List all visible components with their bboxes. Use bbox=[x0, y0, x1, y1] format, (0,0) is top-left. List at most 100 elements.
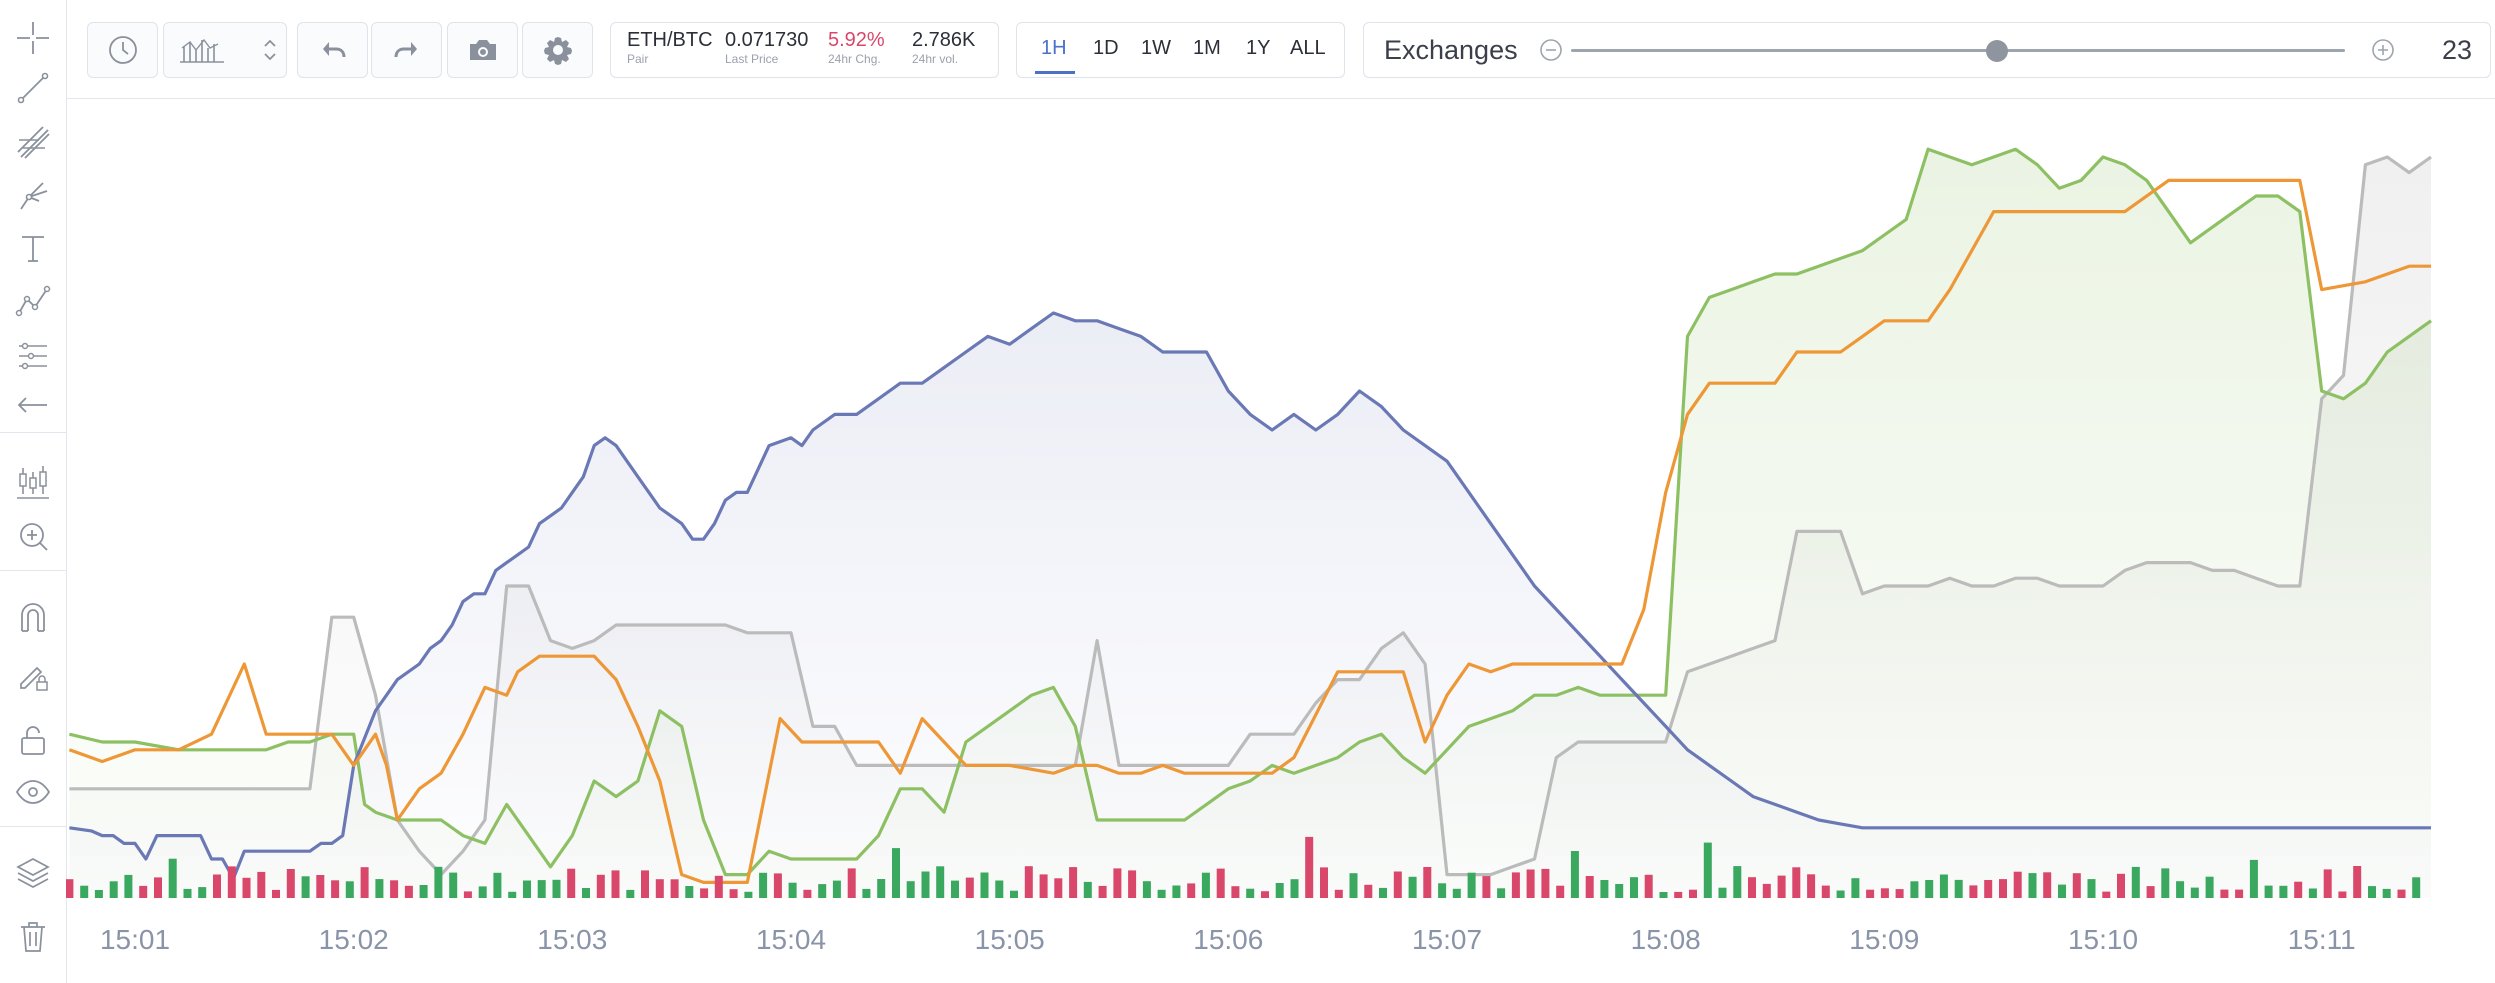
range-1h-button[interactable]: 1H bbox=[1041, 37, 1067, 59]
volume-bar bbox=[493, 872, 502, 898]
series-orange-line[interactable] bbox=[68, 178, 2431, 884]
x-tick-label: 15:10 bbox=[2068, 924, 2138, 955]
change-value: 5.92% bbox=[828, 29, 885, 51]
text-tool-icon[interactable] bbox=[13, 228, 53, 268]
pattern-tool-icon[interactable] bbox=[13, 281, 53, 321]
series-gray-line[interactable] bbox=[69, 155, 2432, 877]
exchanges-slider-track[interactable] bbox=[1571, 49, 2345, 52]
undo-button[interactable] bbox=[297, 22, 368, 78]
volume-bar bbox=[1128, 870, 1137, 898]
volume-bar bbox=[1733, 866, 1742, 898]
zoom-in-icon[interactable] bbox=[13, 516, 53, 556]
chart-type-select[interactable] bbox=[163, 22, 287, 78]
volume-bar bbox=[2072, 873, 2081, 898]
volume-bar bbox=[788, 882, 797, 898]
pair-info: ETH/BTC Pair 0.071730 Last Price 5.92% 2… bbox=[610, 22, 999, 78]
volume-bar bbox=[877, 879, 886, 898]
volume-bar bbox=[655, 879, 664, 898]
crosshair-icon[interactable] bbox=[13, 18, 53, 58]
volume-bar bbox=[154, 877, 162, 898]
volume-bar bbox=[1880, 888, 1889, 898]
series-blue-line[interactable] bbox=[69, 311, 2431, 881]
arrow-left-icon[interactable] bbox=[13, 385, 53, 425]
volume-bar bbox=[1511, 872, 1520, 898]
magnet-icon[interactable] bbox=[13, 597, 53, 637]
volume-bar bbox=[1305, 836, 1314, 898]
volume-bar bbox=[1246, 888, 1255, 898]
redo-button[interactable] bbox=[371, 22, 442, 78]
volume-bar bbox=[1585, 876, 1594, 898]
volume-bar bbox=[1261, 891, 1269, 898]
volume-bar bbox=[641, 870, 649, 898]
volume-bar bbox=[1497, 888, 1506, 898]
volume-bar bbox=[1393, 871, 1402, 898]
volume-bar bbox=[2323, 869, 2332, 898]
pitchfork-icon[interactable] bbox=[13, 175, 53, 215]
volume-bar bbox=[1349, 873, 1358, 898]
volume-bar bbox=[892, 848, 900, 898]
volume-bar bbox=[183, 888, 192, 898]
volume-bar bbox=[80, 885, 89, 898]
volume-bar bbox=[523, 880, 531, 898]
volume-bar bbox=[2368, 886, 2376, 898]
volume-bar bbox=[213, 874, 221, 898]
volume-bar bbox=[94, 890, 103, 898]
volume-bar bbox=[1703, 842, 1712, 898]
minus-circle-icon[interactable] bbox=[1539, 38, 1563, 62]
last-price-label: Last Price bbox=[725, 52, 779, 66]
pencil-lock-icon[interactable] bbox=[13, 656, 53, 696]
volume-bar bbox=[1984, 880, 1993, 898]
range-1w-button[interactable]: 1W bbox=[1141, 37, 1171, 59]
screenshot-button[interactable] bbox=[447, 22, 518, 78]
volume-bar bbox=[139, 885, 148, 898]
candles-icon[interactable] bbox=[13, 462, 53, 502]
plus-circle-icon[interactable] bbox=[2371, 38, 2395, 62]
measure-tool-icon[interactable] bbox=[13, 336, 53, 376]
volume-bar bbox=[567, 868, 576, 898]
chart-svg[interactable]: 15:01 15:02 15:03 15:04 15:05 15:06 15:07 15:08… bbox=[66, 98, 2495, 983]
fib-tools-icon[interactable] bbox=[13, 122, 53, 162]
volume-bar bbox=[1910, 881, 1919, 898]
settings-button[interactable] bbox=[522, 22, 593, 78]
unlock-icon[interactable] bbox=[13, 720, 53, 760]
volume-bar bbox=[1408, 876, 1417, 898]
clock-button[interactable] bbox=[87, 22, 158, 78]
undo-icon bbox=[322, 42, 345, 58]
trash-icon[interactable] bbox=[13, 916, 53, 956]
volume-bar bbox=[198, 887, 207, 898]
range-1d-button[interactable]: 1D bbox=[1093, 37, 1119, 59]
eye-icon[interactable] bbox=[13, 772, 53, 812]
volume-bar bbox=[1172, 885, 1181, 898]
exchanges-slider-knob[interactable] bbox=[1985, 40, 2008, 62]
volume-bar bbox=[2235, 889, 2244, 898]
volume-bar bbox=[508, 891, 517, 898]
volume-bar bbox=[759, 872, 768, 898]
volume-bar bbox=[1113, 868, 1122, 898]
volume-bar bbox=[1467, 872, 1476, 898]
volume-bar bbox=[2161, 868, 2170, 898]
volume-bar bbox=[2220, 889, 2229, 898]
volume-bar bbox=[345, 881, 354, 898]
trendline-icon[interactable] bbox=[13, 68, 53, 108]
volume-bar bbox=[2397, 889, 2406, 898]
last-price: 0.071730 bbox=[725, 29, 809, 51]
volume-bar bbox=[906, 881, 915, 898]
bar-chart-icon bbox=[180, 38, 224, 63]
volume-bar bbox=[1216, 868, 1225, 898]
volume-bar bbox=[773, 873, 782, 898]
price-chart[interactable]: 15:01 15:02 15:03 15:04 15:05 15:06 15:07 15:08… bbox=[66, 98, 2495, 983]
volume-bar bbox=[1438, 883, 1447, 898]
volume-bar bbox=[965, 877, 974, 898]
volume-bar bbox=[2028, 873, 2037, 898]
layers-icon[interactable] bbox=[13, 852, 53, 892]
volume-bar bbox=[1541, 868, 1550, 898]
clock-icon bbox=[108, 36, 137, 64]
volume-bar bbox=[832, 880, 841, 898]
volume-bar bbox=[419, 885, 428, 898]
volume-value: 2.786K bbox=[912, 29, 976, 51]
range-1m-button[interactable]: 1M bbox=[1193, 37, 1221, 59]
exchanges-label: Exchanges bbox=[1384, 35, 1518, 65]
range-all-button[interactable]: ALL bbox=[1290, 37, 1326, 59]
range-1y-button[interactable]: 1Y bbox=[1246, 37, 1271, 59]
volume-bar bbox=[1777, 875, 1786, 898]
